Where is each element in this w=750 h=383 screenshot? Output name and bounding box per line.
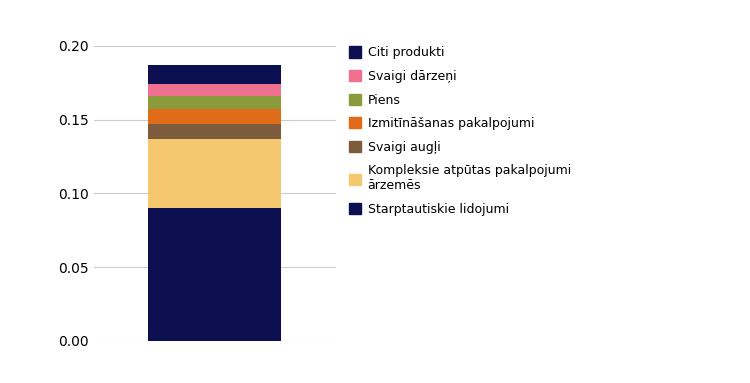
Bar <box>148 208 281 341</box>
Bar <box>148 124 281 139</box>
Bar <box>148 96 281 110</box>
Legend: Citi produkti, Svaigi dārzeņi, Piens, Izmitīnāšanas pakalpojumi, Svaigi augļi, K: Citi produkti, Svaigi dārzeņi, Piens, Iz… <box>349 46 571 216</box>
Bar <box>148 110 281 124</box>
Bar <box>148 65 281 84</box>
Bar <box>148 139 281 208</box>
Bar <box>148 84 281 96</box>
